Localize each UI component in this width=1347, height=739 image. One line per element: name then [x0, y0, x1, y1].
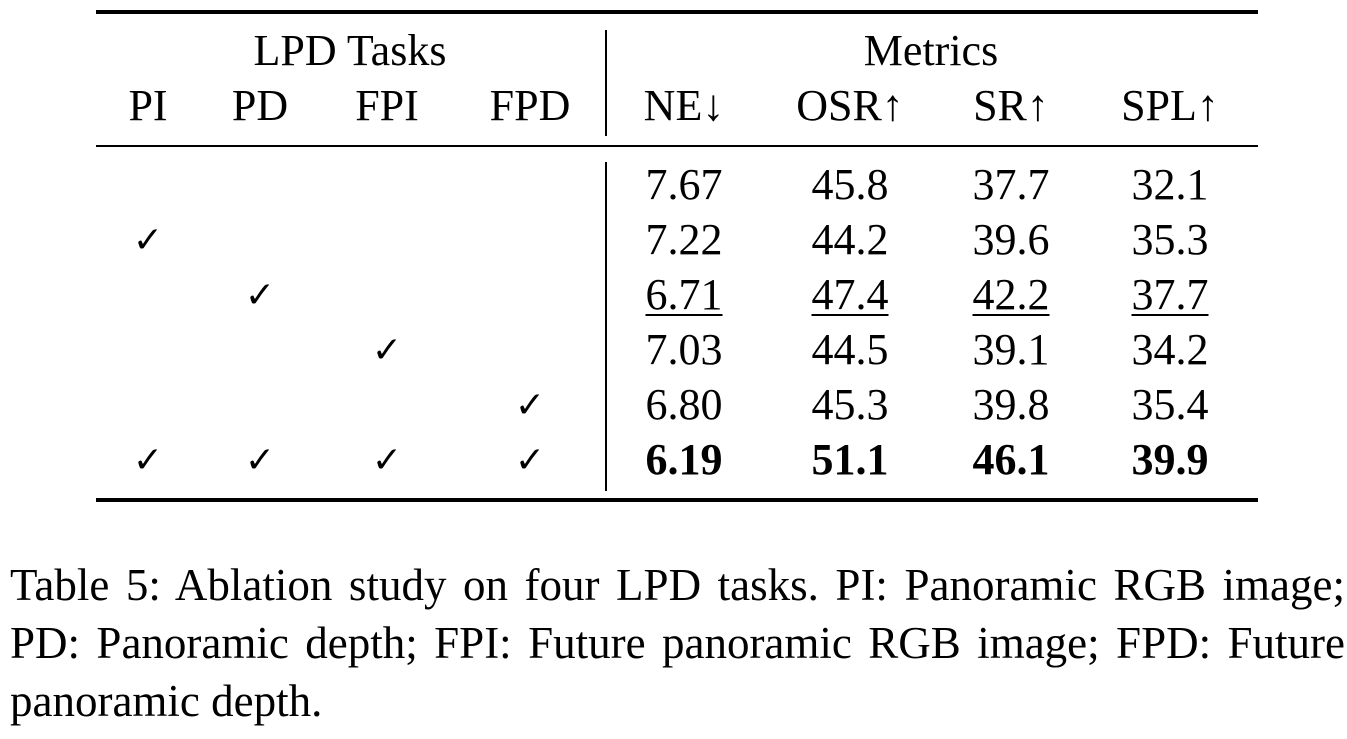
- top-rule: [96, 10, 1258, 14]
- metric-value: 44.2: [811, 215, 889, 264]
- metric-value: 6.80: [645, 380, 723, 429]
- header-rule: [96, 145, 1258, 147]
- checkmark-icon: ✓: [244, 275, 276, 316]
- metric-value: 39.1: [972, 325, 1050, 374]
- metric-value: 45.3: [811, 380, 889, 429]
- checkmark-icon: ✓: [132, 220, 164, 261]
- body-column-separator: [605, 162, 607, 491]
- table-caption: Table 5: Ablation study on four LPD task…: [10, 560, 1345, 726]
- metric-value: 42.2: [972, 270, 1050, 319]
- metric-value: 46.1: [972, 435, 1050, 484]
- checkmark-icon: ✓: [244, 440, 276, 481]
- metric-value: 35.3: [1131, 215, 1209, 264]
- checkmark-icon: ✓: [371, 440, 403, 481]
- metric-value: 39.9: [1131, 435, 1209, 484]
- metric-value: 37.7: [972, 160, 1050, 209]
- column-header-pd: PD: [231, 81, 289, 130]
- metric-value: 47.4: [811, 270, 889, 319]
- column-header-ne: NE↓: [643, 81, 725, 130]
- column-header-fpd: FPD: [489, 81, 571, 130]
- metric-value: 51.1: [811, 435, 889, 484]
- metric-value: 35.4: [1131, 380, 1209, 429]
- metric-value: 34.2: [1131, 325, 1209, 374]
- column-header-pi: PI: [128, 81, 168, 130]
- metric-value: 7.22: [645, 215, 723, 264]
- metric-value: 6.19: [645, 435, 723, 484]
- metric-value: 39.6: [972, 215, 1050, 264]
- header-column-separator: [605, 30, 607, 136]
- checkmark-icon: ✓: [132, 440, 164, 481]
- column-header-spl: SPL↑: [1121, 81, 1219, 130]
- metric-value: 37.7: [1131, 270, 1209, 319]
- column-header-sr: SR↑: [973, 81, 1049, 130]
- column-header-fpi: FPI: [355, 81, 419, 130]
- checkmark-icon: ✓: [514, 440, 546, 481]
- metric-value: 7.67: [645, 160, 723, 209]
- metric-value: 7.03: [645, 325, 723, 374]
- lpd-tasks-header: LPD Tasks: [253, 26, 447, 75]
- column-header-osr: OSR↑: [796, 81, 904, 130]
- metric-value: 6.71: [645, 270, 723, 319]
- checkmark-icon: ✓: [371, 330, 403, 371]
- metric-value: 32.1: [1131, 160, 1209, 209]
- metric-value: 45.8: [811, 160, 889, 209]
- metric-value: 44.5: [811, 325, 889, 374]
- bottom-rule: [96, 498, 1258, 502]
- metric-value: 39.8: [972, 380, 1050, 429]
- metrics-header: Metrics: [863, 26, 999, 75]
- checkmark-icon: ✓: [514, 385, 546, 426]
